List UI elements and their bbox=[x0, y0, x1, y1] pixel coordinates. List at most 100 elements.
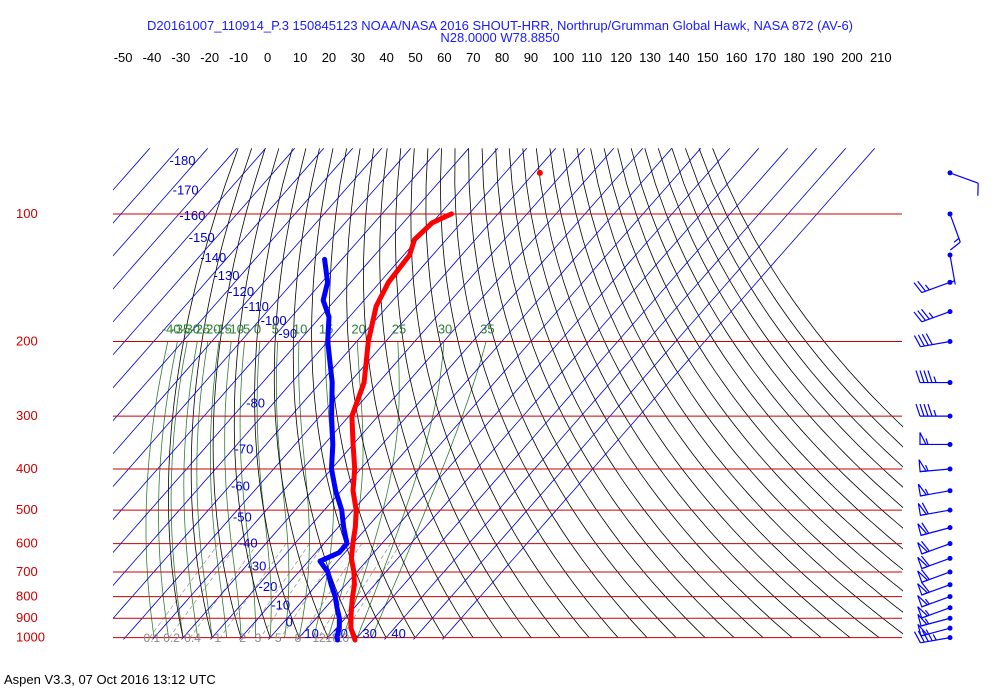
moist-adiabat-label: -35 bbox=[171, 321, 190, 336]
isotherm-line bbox=[413, 148, 847, 640]
wind-barb-feather bbox=[919, 403, 925, 417]
temperature-tick-label: 50 bbox=[408, 50, 422, 65]
isotherm-label: -20 bbox=[259, 579, 278, 594]
pressure-label: 300 bbox=[16, 408, 38, 423]
wind-barb-feather bbox=[927, 403, 933, 417]
isotherm-label: -40 bbox=[239, 536, 258, 551]
temperature-tick-label: 210 bbox=[870, 50, 892, 65]
pressure-label: 700 bbox=[16, 564, 38, 579]
mixing-ratio-line bbox=[148, 543, 219, 639]
moist-adiabat-label: 25 bbox=[392, 321, 406, 336]
wind-barb-flag bbox=[917, 556, 929, 570]
wind-barb bbox=[917, 569, 953, 584]
dry-adiabat-line bbox=[212, 148, 266, 638]
dry-adiabat-line bbox=[190, 148, 253, 638]
moist-adiabat-label: 5 bbox=[272, 321, 279, 336]
temperature-tick-label: 140 bbox=[668, 50, 690, 65]
wind-barb bbox=[913, 279, 953, 294]
temperature-tick-label: 170 bbox=[755, 50, 777, 65]
moist-adiabat-label: -10 bbox=[225, 321, 244, 336]
mixing-ratio-label: 12 bbox=[312, 631, 326, 645]
wind-barb-feather bbox=[925, 629, 933, 642]
dry-adiabat-line bbox=[630, 148, 903, 550]
isotherm-label: -180 bbox=[170, 153, 196, 168]
dry-adiabat-line bbox=[563, 148, 880, 638]
dry-adiabat-line bbox=[233, 148, 280, 638]
wind-barb-flag bbox=[917, 623, 928, 637]
wind-barb bbox=[917, 605, 953, 619]
isotherm-line bbox=[113, 148, 441, 521]
wind-barb bbox=[917, 594, 953, 608]
wind-barb-half-feather bbox=[933, 409, 937, 417]
wind-barb-staff bbox=[949, 213, 961, 243]
wind-barb-flag bbox=[917, 606, 929, 619]
isotherm-label: -80 bbox=[246, 395, 265, 410]
isotherm-line bbox=[181, 148, 615, 640]
wind-barb bbox=[917, 522, 953, 537]
wind-barb-staff bbox=[949, 254, 956, 285]
dry-adiabat-line bbox=[468, 148, 677, 638]
isotherm-line bbox=[442, 148, 876, 640]
temperature-tick-label: 130 bbox=[639, 50, 661, 65]
wind-barb-feather bbox=[927, 370, 933, 383]
isotherm-label: 30 bbox=[362, 626, 376, 641]
wind-barb bbox=[917, 483, 953, 497]
mixing-ratio-label: 0.1 bbox=[144, 631, 161, 645]
wind-barb bbox=[918, 459, 953, 473]
mixing-ratio-line bbox=[168, 543, 238, 639]
wind-barb-staff bbox=[921, 311, 951, 323]
footer-version: Aspen V3.3, 07 Oct 2016 13:12 UTC bbox=[4, 672, 216, 687]
dry-adiabat-line bbox=[410, 148, 561, 638]
temperature-tick-label: 40 bbox=[379, 50, 393, 65]
wind-barb-flag bbox=[917, 583, 929, 596]
wind-barb-feather bbox=[917, 334, 925, 347]
dry-adiabat-line bbox=[439, 148, 619, 638]
isotherm-label: -170 bbox=[173, 182, 199, 197]
mixing-ratio-label: 3 bbox=[255, 631, 262, 645]
dry-adiabat-line bbox=[346, 148, 445, 638]
wind-barb bbox=[917, 614, 953, 627]
wind-barb-staff bbox=[920, 340, 951, 348]
wind-barb-feather bbox=[925, 333, 933, 345]
temperature-tick-label: 20 bbox=[322, 50, 336, 65]
dry-adiabat-line bbox=[603, 148, 903, 592]
isotherm-line bbox=[113, 148, 499, 587]
dry-adiabat-line bbox=[522, 148, 793, 638]
wind-barb bbox=[917, 540, 953, 555]
mixing-ratio-label: 8 bbox=[295, 631, 302, 645]
wind-barb-feather bbox=[913, 282, 923, 293]
mixing-ratio-line bbox=[279, 543, 344, 639]
wind-barb-feather bbox=[920, 555, 930, 567]
isotherm-label: -110 bbox=[244, 299, 269, 314]
isotherm-label: -50 bbox=[233, 509, 252, 524]
temperature-tick-label: 200 bbox=[841, 50, 863, 65]
temperature-tick-label: 160 bbox=[726, 50, 748, 65]
isotherm-line bbox=[355, 148, 789, 640]
moist-adiabat-line bbox=[196, 341, 213, 638]
wind-barb-feather bbox=[917, 280, 927, 292]
temperature-tick-label: 60 bbox=[437, 50, 451, 65]
pressure-label: 500 bbox=[16, 502, 38, 517]
sounding-series bbox=[317, 169, 543, 643]
temperature-line bbox=[348, 211, 454, 643]
isobars bbox=[113, 213, 902, 639]
isotherm-label: -30 bbox=[248, 559, 267, 574]
pressure-label: 200 bbox=[16, 333, 38, 348]
wind-barb-flag bbox=[917, 483, 928, 497]
wind-barb-feather bbox=[920, 540, 930, 552]
wind-barb-feather bbox=[920, 308, 930, 320]
wind-barb bbox=[917, 623, 953, 637]
wind-barb-flag bbox=[917, 523, 928, 537]
temperature-tick-label: 100 bbox=[553, 50, 575, 65]
dry-adiabat-line bbox=[292, 148, 358, 638]
dry-adiabat-line bbox=[311, 148, 387, 638]
isotherm-label: -150 bbox=[189, 230, 215, 245]
wind-barb-half-feather bbox=[924, 609, 930, 616]
wind-barb bbox=[917, 502, 953, 516]
dry-adiabat-line bbox=[328, 148, 416, 638]
wind-barb-feather bbox=[919, 370, 925, 383]
dewpoint-line bbox=[317, 256, 350, 643]
wind-barb-half-feather bbox=[924, 598, 930, 605]
